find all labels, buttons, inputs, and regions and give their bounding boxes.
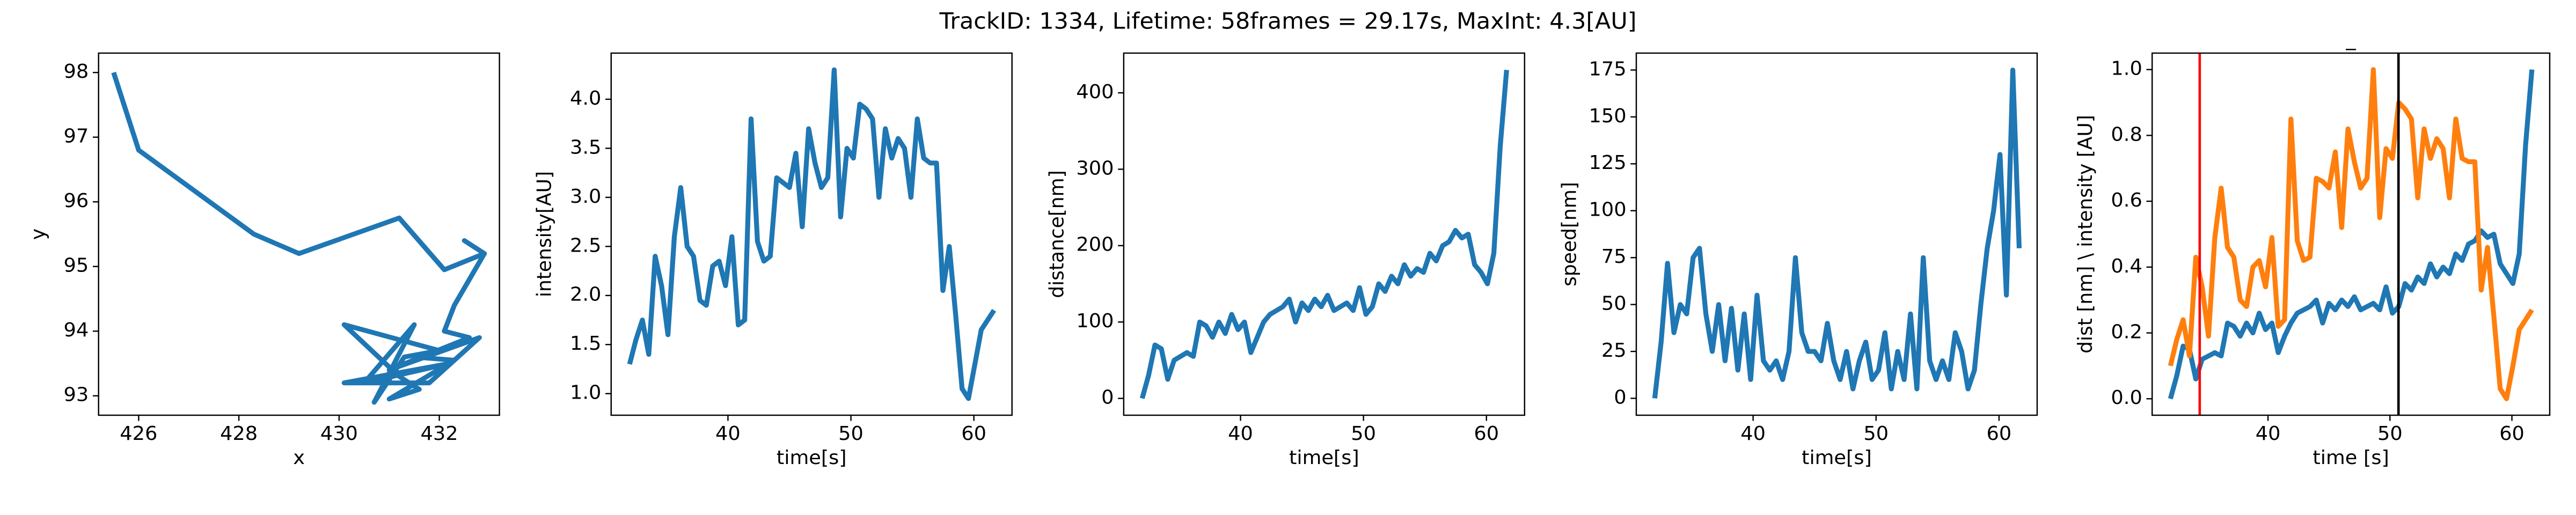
x-tick-label: 60 <box>2499 422 2524 445</box>
data-line <box>1139 69 1509 399</box>
y-tick-label: 0.6 <box>2111 188 2142 211</box>
y-tick-label: 3.0 <box>570 185 601 208</box>
data-line <box>627 67 997 401</box>
y-tick-label: 0.4 <box>2111 254 2142 277</box>
x-tick-label: 50 <box>838 422 863 445</box>
y-tick-label: 125 <box>1589 151 1627 174</box>
x-tick-label: 40 <box>1228 422 1253 445</box>
x-tick-label: 60 <box>1474 422 1499 445</box>
y-tick-label: 97 <box>64 124 89 148</box>
y-tick-label: 50 <box>1601 292 1627 315</box>
x-tick-label: 428 <box>220 422 258 445</box>
x-axis-label: time[s] <box>1802 446 1872 469</box>
y-axis-label: intensity[AU] <box>532 171 555 297</box>
data-line <box>2168 69 2535 400</box>
y-tick-label: 0 <box>1614 386 1626 409</box>
x-tick-label: 40 <box>1740 422 1766 445</box>
y-tick-label: 400 <box>1076 80 1114 103</box>
y-tick-label: 100 <box>1076 310 1114 333</box>
data-line <box>111 71 487 405</box>
data-line <box>1652 67 2022 399</box>
axes-frame <box>610 52 1013 416</box>
x-tick-label: 432 <box>421 422 458 445</box>
x-tick-label: 40 <box>715 422 741 445</box>
axes-frame <box>1635 52 2038 416</box>
axes-frame <box>1123 52 1526 416</box>
y-tick-label: 94 <box>64 319 89 342</box>
x-axis-label: time [s] <box>2312 446 2389 469</box>
y-tick-label: 0.8 <box>2111 123 2142 146</box>
y-tick-label: 4.0 <box>570 86 601 109</box>
y-axis-label: y <box>26 229 49 240</box>
x-tick-label: 60 <box>1987 422 2012 445</box>
y-axis-label: speed[nm] <box>1557 182 1580 286</box>
axes-title: _ <box>2345 27 2356 50</box>
x-tick-label: 430 <box>320 422 358 445</box>
y-tick-label: 1.5 <box>570 332 601 355</box>
y-tick-label: 98 <box>64 60 89 83</box>
y-tick-label: 75 <box>1601 245 1627 268</box>
x-tick-label: 50 <box>2377 422 2403 445</box>
y-axis-label: dist [nm] \ intensity [AU] <box>2074 115 2097 354</box>
y-tick-label: 3.5 <box>570 136 601 159</box>
x-axis-label: time[s] <box>777 446 847 469</box>
y-tick-label: 150 <box>1589 104 1627 127</box>
axes-frame <box>98 52 500 416</box>
y-tick-label: 200 <box>1076 233 1114 256</box>
y-tick-label: 96 <box>64 189 89 212</box>
y-tick-label: 100 <box>1589 198 1627 221</box>
x-axis-label: time[s] <box>1289 446 1359 469</box>
y-tick-label: 1.0 <box>570 381 601 404</box>
x-tick-label: 426 <box>120 422 157 445</box>
y-tick-label: 175 <box>1589 57 1627 80</box>
y-tick-label: 0.0 <box>2111 386 2142 409</box>
y-tick-label: 95 <box>64 254 89 277</box>
y-tick-label: 1.0 <box>2111 57 2142 80</box>
y-tick-label: 25 <box>1601 339 1627 362</box>
y-tick-label: 0.2 <box>2111 320 2142 343</box>
y-tick-label: 2.0 <box>570 283 601 306</box>
x-tick-label: 50 <box>1351 422 1376 445</box>
y-tick-label: 93 <box>64 383 89 406</box>
x-axis-label: x <box>293 446 305 469</box>
figure-title: TrackID: 1334, Lifetime: 58frames = 29.1… <box>939 9 1637 35</box>
x-tick-label: 50 <box>1863 422 1889 445</box>
y-axis-label: distance[nm] <box>1045 170 1068 298</box>
y-tick-label: 2.5 <box>570 234 601 257</box>
y-tick-label: 300 <box>1076 157 1114 180</box>
axes-frame <box>2151 52 2551 416</box>
data-line <box>2168 67 2534 401</box>
y-tick-label: 0 <box>1101 386 1114 409</box>
x-tick-label: 40 <box>2256 422 2281 445</box>
x-tick-label: 60 <box>961 422 986 445</box>
